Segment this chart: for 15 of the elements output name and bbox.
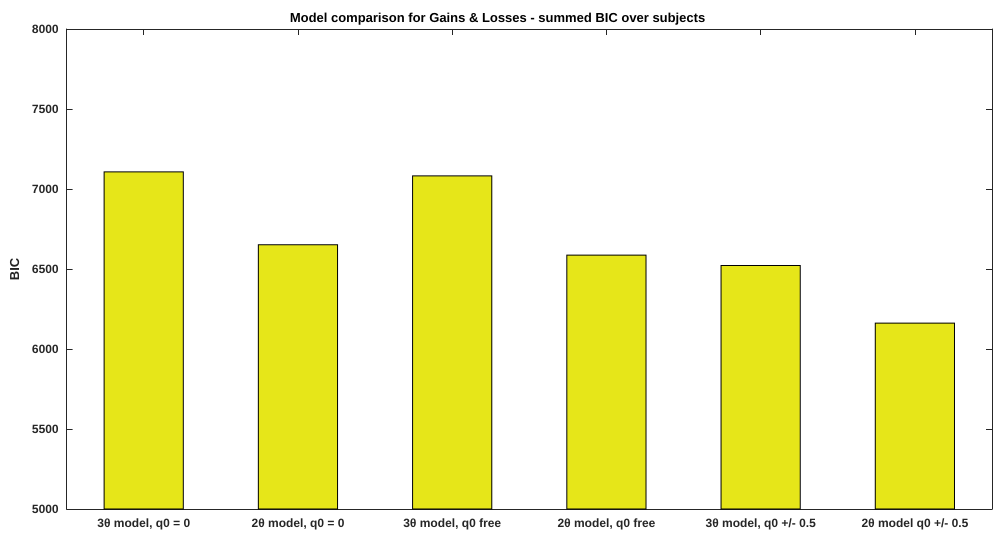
x-tick-label: 3θ model, q0 = 0 [97,516,190,530]
y-axis-title: BIC [7,257,22,280]
x-tick-label: 3θ model, q0 +/- 0.5 [706,516,816,530]
x-tick-label: 2θ model, q0 = 0 [252,516,345,530]
x-tick-label: 2θ model, q0 free [557,516,656,530]
y-tick-label: 6500 [32,262,59,276]
x-tick-label: 2θ model q0 +/- 0.5 [861,516,969,530]
y-tick-label: 6000 [32,342,59,356]
y-tick-label: 5000 [32,502,59,516]
y-tick-label: 7500 [32,102,59,116]
y-tick-label: 8000 [32,22,59,36]
x-tick-label: 3θ model, q0 free [403,516,502,530]
chart-title: Model comparison for Gains & Losses - summed BIC over subjects [290,10,706,25]
y-tick-label: 5500 [32,422,59,436]
y-tick-label: 7000 [32,182,59,196]
